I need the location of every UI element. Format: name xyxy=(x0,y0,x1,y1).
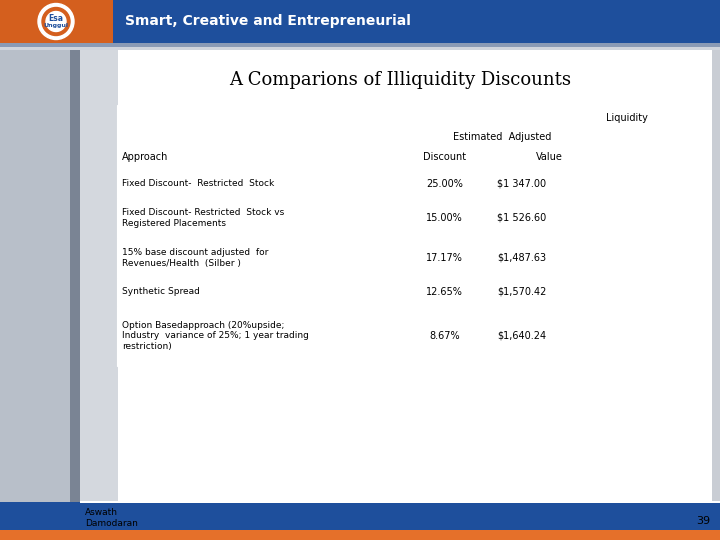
Text: Fixed Discount-  Restricted  Stock: Fixed Discount- Restricted Stock xyxy=(122,179,274,188)
Bar xyxy=(0,502,720,540)
Bar xyxy=(70,50,80,502)
Bar xyxy=(397,105,492,170)
Text: $1 347.00: $1 347.00 xyxy=(497,179,546,189)
Text: $1 526.60: $1 526.60 xyxy=(497,213,546,223)
Bar xyxy=(397,170,492,198)
Bar xyxy=(0,47,720,50)
Text: 8.67%: 8.67% xyxy=(429,331,460,341)
Text: 15% base discount adjusted  for
Revenues/Health  (Silber ): 15% base discount adjusted for Revenues/… xyxy=(122,248,269,268)
Bar xyxy=(0,0,113,43)
Bar xyxy=(118,50,712,502)
Text: Smart, Creative and Entrepreneurial: Smart, Creative and Entrepreneurial xyxy=(125,15,411,29)
Circle shape xyxy=(46,11,66,31)
Text: 25.00%: 25.00% xyxy=(426,179,463,189)
Bar xyxy=(587,238,667,278)
Text: Aswath
Damodaran: Aswath Damodaran xyxy=(85,508,138,528)
Bar xyxy=(117,278,397,306)
Bar xyxy=(80,50,118,502)
Bar xyxy=(587,198,667,238)
Bar xyxy=(0,530,720,540)
Text: 39: 39 xyxy=(696,516,710,526)
Bar xyxy=(397,306,492,366)
Text: $1,640.24: $1,640.24 xyxy=(497,331,546,341)
Bar xyxy=(80,501,720,503)
Text: 17.17%: 17.17% xyxy=(426,253,463,263)
Text: A Comparions of Illiquidity Discounts: A Comparions of Illiquidity Discounts xyxy=(229,71,571,89)
Bar xyxy=(492,278,587,306)
Bar xyxy=(587,306,667,366)
Text: Value: Value xyxy=(536,152,563,162)
Bar xyxy=(117,238,397,278)
Text: 15.00%: 15.00% xyxy=(426,213,463,223)
Bar xyxy=(117,306,397,366)
Text: Approach: Approach xyxy=(122,152,168,162)
Bar xyxy=(587,170,667,198)
Text: Option Basedapproach (20%upside;
Industry  variance of 25%; 1 year trading
restr: Option Basedapproach (20%upside; Industr… xyxy=(122,321,309,351)
Text: $1,570.42: $1,570.42 xyxy=(497,287,546,297)
Text: Unggul: Unggul xyxy=(43,23,68,28)
Text: 12.65%: 12.65% xyxy=(426,287,463,297)
Bar xyxy=(0,50,70,502)
Text: Liquidity: Liquidity xyxy=(606,113,648,123)
Text: Synthetic Spread: Synthetic Spread xyxy=(122,287,200,296)
Text: $1,487.63: $1,487.63 xyxy=(497,253,546,263)
Bar xyxy=(397,198,492,238)
Bar xyxy=(492,238,587,278)
Bar xyxy=(587,278,667,306)
Text: Discount: Discount xyxy=(423,152,466,162)
Bar xyxy=(117,198,397,238)
Circle shape xyxy=(42,8,70,36)
Bar xyxy=(492,105,667,170)
Text: Fixed Discount- Restricted  Stock vs
Registered Placements: Fixed Discount- Restricted Stock vs Regi… xyxy=(122,208,284,228)
Bar xyxy=(117,105,397,170)
Bar xyxy=(117,170,397,198)
Bar xyxy=(0,43,720,47)
Bar xyxy=(492,306,587,366)
Bar xyxy=(492,170,587,198)
Text: Estimated  Adjusted: Estimated Adjusted xyxy=(453,132,552,143)
Bar xyxy=(397,238,492,278)
Bar xyxy=(397,278,492,306)
Bar xyxy=(492,198,587,238)
Text: Esa: Esa xyxy=(48,14,63,23)
Circle shape xyxy=(38,3,74,39)
Bar xyxy=(0,0,720,43)
